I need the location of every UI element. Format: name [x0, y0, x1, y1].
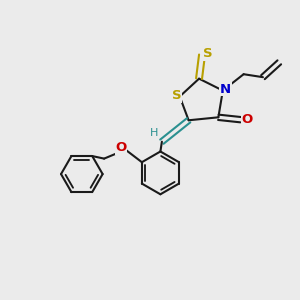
Text: N: N: [220, 82, 231, 96]
Text: O: O: [116, 141, 127, 154]
Text: S: S: [203, 47, 213, 60]
Text: H: H: [149, 128, 158, 138]
Text: O: O: [242, 112, 253, 126]
Text: S: S: [172, 89, 182, 102]
